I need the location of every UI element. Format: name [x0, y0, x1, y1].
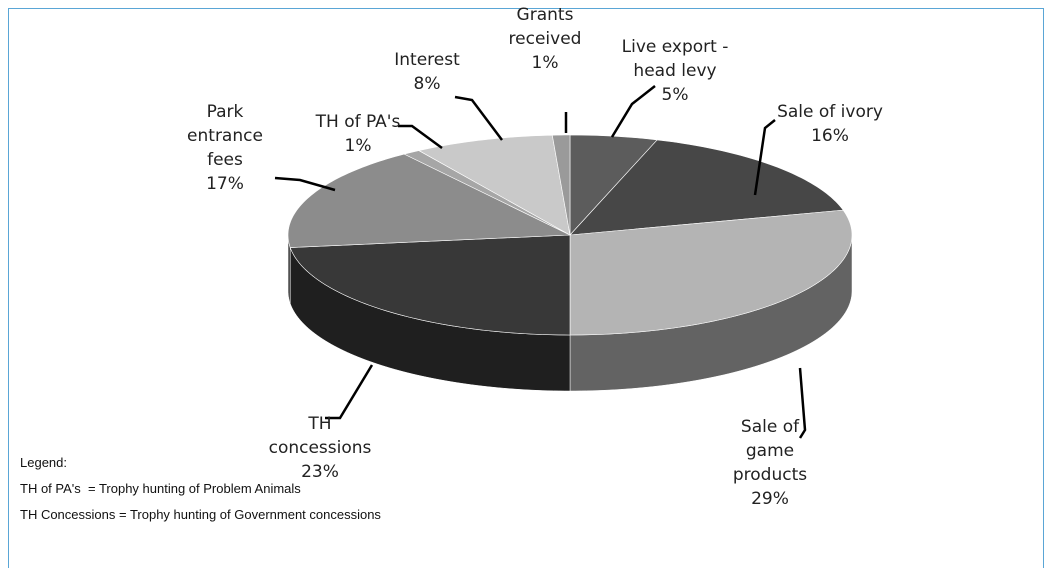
- slice-name: Live export - head levy: [621, 37, 729, 81]
- slice-name: TH of PA's: [315, 112, 401, 132]
- legend-note: TH of PA's = Trophy hunting of Problem A…: [20, 481, 301, 496]
- slice-name: Sale of ivory: [777, 102, 883, 122]
- legend-note: TH Concessions = Trophy hunting of Gover…: [20, 507, 381, 522]
- pie-slice: [569, 134, 658, 236]
- legend-title: Legend:: [20, 455, 67, 470]
- leader-line: [454, 95, 503, 141]
- pie-slice: [551, 134, 571, 236]
- slice-name: Park entrance fees: [187, 102, 263, 170]
- value-label: 5%: [661, 85, 689, 105]
- leader-line: [325, 364, 374, 420]
- value-label: 23%: [301, 462, 339, 482]
- slice-name: Grants received: [508, 5, 582, 49]
- value-label: 17%: [206, 174, 244, 194]
- slice-label: Sale of ivory 16%: [777, 100, 883, 148]
- slice-label: Sale of game products 29%: [728, 415, 813, 511]
- value-label: 8%: [413, 74, 441, 94]
- leader-line: [798, 367, 807, 439]
- leader-line: [274, 176, 336, 192]
- leader-line: [753, 119, 776, 196]
- leader-line: [610, 85, 656, 138]
- slice-name: TH concessions: [268, 414, 372, 458]
- slice-label: Interest 8%: [394, 48, 460, 96]
- slice-label: Live export - head levy 5%: [610, 35, 740, 107]
- frame: [8, 8, 1044, 568]
- value-label: 29%: [751, 489, 789, 509]
- slice-label: TH of PA's 1%: [316, 110, 401, 158]
- pie-slice: [289, 234, 571, 336]
- value-label: 16%: [811, 126, 849, 146]
- value-label: 1%: [344, 136, 372, 156]
- slice-label: Grants received 1%: [495, 3, 595, 75]
- value-label: 1%: [531, 53, 559, 73]
- slice-name: Sale of game products: [732, 417, 808, 485]
- pie-slice: [569, 209, 853, 336]
- slice-label: Park entrance fees 17%: [178, 100, 273, 196]
- leader-line: [398, 124, 443, 150]
- pie-slice: [569, 139, 844, 236]
- slice-name: Interest: [394, 50, 460, 70]
- slice-label: TH concessions 23%: [263, 412, 378, 484]
- pie-slice: [418, 134, 571, 236]
- pie-slice: [287, 153, 571, 248]
